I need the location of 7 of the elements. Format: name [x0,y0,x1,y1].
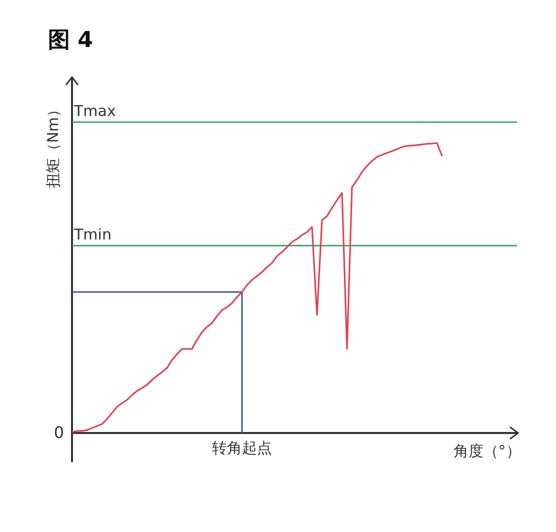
ref-line-label: Tmin [73,226,112,244]
text: 0 [54,423,64,442]
ref-line-label: 转角起点 [212,439,272,457]
x-axis-title: 角度（°） [453,442,521,460]
ref-line-label: Tmax [73,102,116,120]
y-axis-title: 扭矩（Nm） [44,102,62,188]
chart-title: 图 4 [48,28,93,53]
